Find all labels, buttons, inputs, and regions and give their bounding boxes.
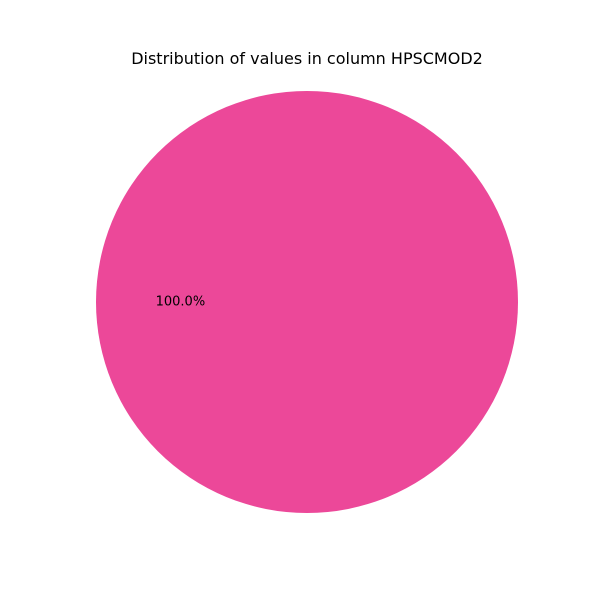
pie-labels: 100.0% (156, 295, 206, 310)
pie-slice (96, 91, 518, 513)
chart-title: Distribution of values in column HPSCMOD… (131, 49, 483, 68)
pie-slice-label: 100.0% (156, 295, 206, 310)
pie-slices (96, 91, 518, 513)
